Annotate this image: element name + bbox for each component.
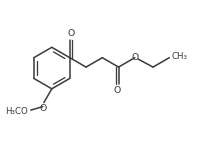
Text: O: O — [67, 29, 75, 38]
Text: CH₃: CH₃ — [171, 52, 187, 61]
Text: H₃CO: H₃CO — [5, 107, 28, 116]
Text: O: O — [39, 104, 47, 113]
Text: O: O — [114, 86, 121, 95]
Text: O: O — [131, 53, 139, 62]
